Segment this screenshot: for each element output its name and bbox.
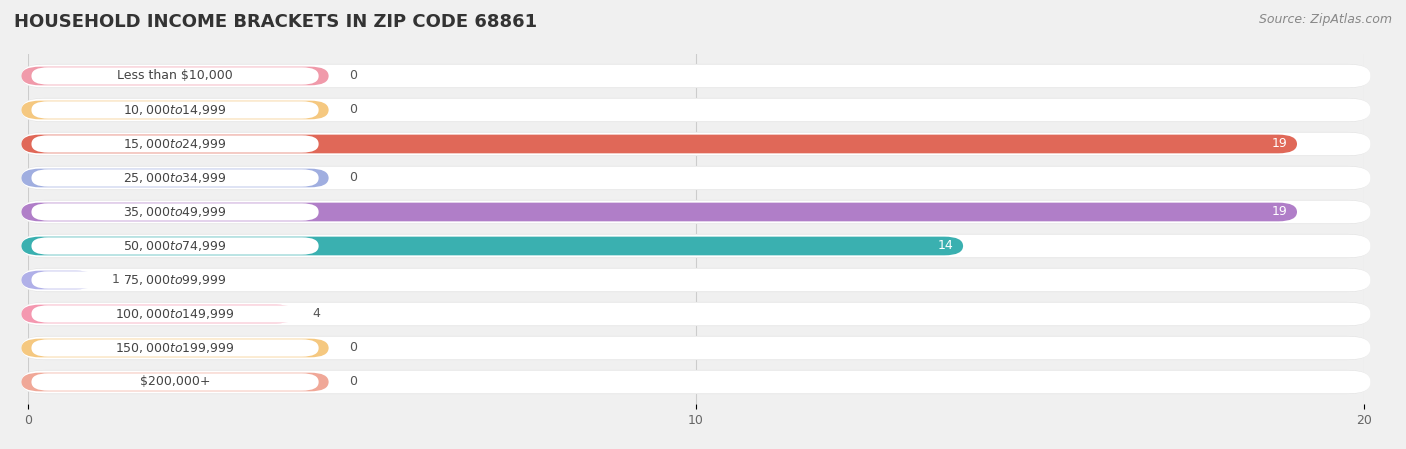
Text: $200,000+: $200,000+: [139, 375, 211, 388]
Text: $100,000 to $149,999: $100,000 to $149,999: [115, 307, 235, 321]
Text: Source: ZipAtlas.com: Source: ZipAtlas.com: [1258, 13, 1392, 26]
FancyBboxPatch shape: [21, 339, 329, 357]
FancyBboxPatch shape: [21, 336, 1371, 360]
FancyBboxPatch shape: [21, 132, 1371, 156]
Text: 0: 0: [349, 70, 357, 83]
Text: $10,000 to $14,999: $10,000 to $14,999: [124, 103, 226, 117]
Text: $35,000 to $49,999: $35,000 to $49,999: [124, 205, 226, 219]
Text: $75,000 to $99,999: $75,000 to $99,999: [124, 273, 226, 287]
Text: $15,000 to $24,999: $15,000 to $24,999: [124, 137, 226, 151]
FancyBboxPatch shape: [21, 237, 963, 255]
Text: 14: 14: [938, 239, 953, 252]
FancyBboxPatch shape: [21, 271, 96, 289]
FancyBboxPatch shape: [21, 304, 295, 323]
FancyBboxPatch shape: [31, 373, 319, 391]
Text: 0: 0: [349, 375, 357, 388]
FancyBboxPatch shape: [21, 234, 1371, 257]
Text: 19: 19: [1271, 206, 1286, 219]
FancyBboxPatch shape: [21, 268, 1371, 292]
FancyBboxPatch shape: [21, 200, 1371, 224]
FancyBboxPatch shape: [21, 370, 1371, 394]
Text: Less than $10,000: Less than $10,000: [117, 70, 233, 83]
Text: HOUSEHOLD INCOME BRACKETS IN ZIP CODE 68861: HOUSEHOLD INCOME BRACKETS IN ZIP CODE 68…: [14, 13, 537, 31]
FancyBboxPatch shape: [21, 337, 1371, 359]
FancyBboxPatch shape: [21, 201, 1371, 224]
Text: 0: 0: [349, 103, 357, 116]
FancyBboxPatch shape: [31, 135, 319, 153]
Text: 4: 4: [312, 308, 319, 321]
Text: 19: 19: [1271, 137, 1286, 150]
FancyBboxPatch shape: [21, 166, 1371, 190]
FancyBboxPatch shape: [21, 302, 1371, 326]
Text: 1: 1: [111, 273, 120, 286]
FancyBboxPatch shape: [21, 167, 1371, 189]
FancyBboxPatch shape: [21, 66, 329, 85]
FancyBboxPatch shape: [31, 67, 319, 85]
FancyBboxPatch shape: [21, 65, 1371, 88]
FancyBboxPatch shape: [21, 135, 1298, 154]
FancyBboxPatch shape: [21, 98, 1371, 122]
FancyBboxPatch shape: [21, 169, 329, 187]
FancyBboxPatch shape: [21, 303, 1371, 326]
Text: 0: 0: [349, 172, 357, 185]
FancyBboxPatch shape: [31, 305, 319, 323]
Text: 0: 0: [349, 342, 357, 355]
FancyBboxPatch shape: [21, 202, 1298, 221]
Text: $150,000 to $199,999: $150,000 to $199,999: [115, 341, 235, 355]
FancyBboxPatch shape: [21, 370, 1371, 393]
FancyBboxPatch shape: [31, 271, 319, 289]
FancyBboxPatch shape: [31, 169, 319, 187]
FancyBboxPatch shape: [21, 234, 1371, 258]
FancyBboxPatch shape: [31, 238, 319, 255]
FancyBboxPatch shape: [21, 99, 1371, 121]
FancyBboxPatch shape: [21, 64, 1371, 88]
Text: $50,000 to $74,999: $50,000 to $74,999: [124, 239, 226, 253]
FancyBboxPatch shape: [31, 339, 319, 357]
FancyBboxPatch shape: [21, 101, 329, 119]
FancyBboxPatch shape: [21, 269, 1371, 291]
FancyBboxPatch shape: [31, 101, 319, 119]
FancyBboxPatch shape: [31, 203, 319, 220]
FancyBboxPatch shape: [21, 132, 1371, 155]
Text: $25,000 to $34,999: $25,000 to $34,999: [124, 171, 226, 185]
FancyBboxPatch shape: [21, 373, 329, 392]
